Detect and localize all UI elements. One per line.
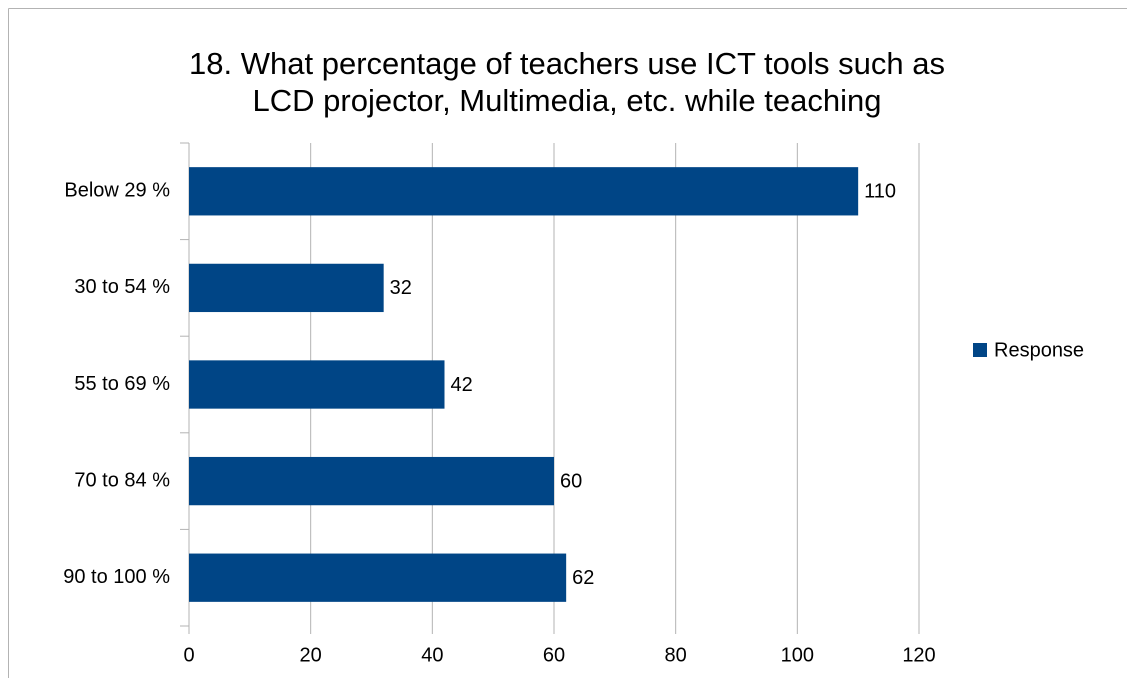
data-label: 32	[390, 277, 412, 299]
x-tick-label: 120	[902, 644, 935, 666]
y-tick-label: 55 to 69 %	[74, 373, 170, 395]
x-tick-label: 80	[665, 644, 687, 666]
data-label: 62	[572, 567, 594, 589]
y-tick-label: 70 to 84 %	[74, 469, 170, 491]
x-tick-label: 0	[183, 644, 194, 666]
bar	[189, 167, 859, 216]
y-tick-label: 30 to 54 %	[74, 276, 170, 298]
data-label: 110	[864, 181, 896, 203]
chart-title: 18. What percentage of teachers use ICT …	[189, 46, 945, 81]
bar	[189, 360, 445, 409]
chart-title: LCD projector, Multimedia, etc. while te…	[253, 83, 882, 118]
legend-label: Response	[994, 339, 1084, 361]
x-tick-label: 60	[543, 644, 565, 666]
data-label: 60	[560, 470, 582, 492]
x-tick-label: 100	[781, 644, 814, 666]
bar	[189, 456, 554, 506]
legend-swatch	[973, 343, 987, 357]
y-tick-label: Below 29 %	[64, 180, 170, 202]
data-label: 42	[451, 374, 473, 396]
x-tick-label: 40	[421, 644, 443, 666]
bar	[189, 553, 567, 602]
bar	[189, 263, 384, 313]
y-tick-label: 90 to 100 %	[63, 566, 170, 588]
x-tick-label: 20	[300, 644, 322, 666]
